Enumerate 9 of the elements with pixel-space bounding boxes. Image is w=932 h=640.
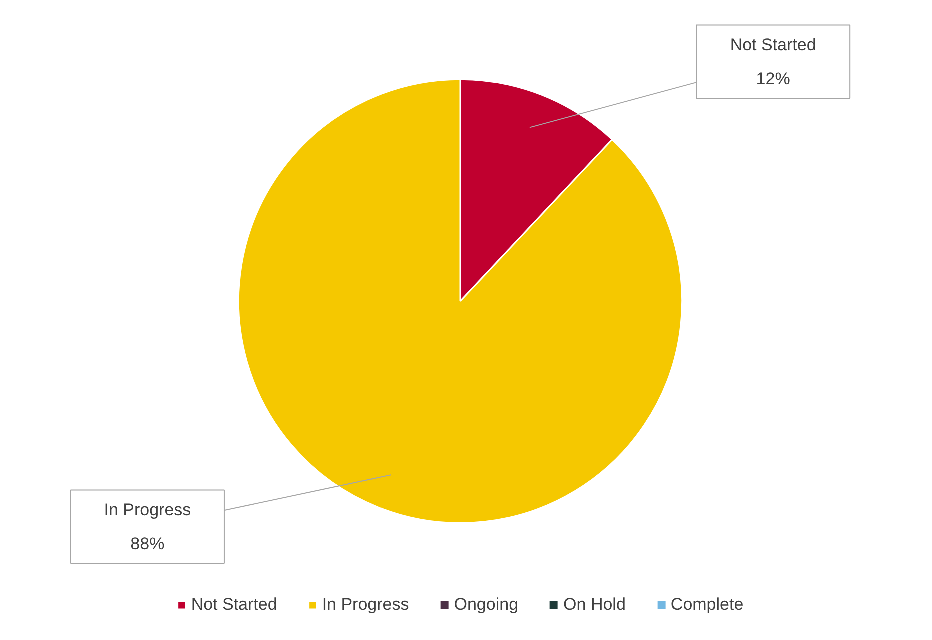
slice-label: In Progress: [104, 500, 192, 520]
data-label: 88%: [130, 534, 165, 554]
data-label: 12%: [756, 69, 790, 88]
slice-label: Not Started: [730, 35, 816, 54]
legend-label: On Hold: [564, 595, 626, 615]
legend-label: Not Started: [191, 595, 278, 615]
legend-label: Complete: [670, 595, 744, 615]
legend-label: Ongoing: [454, 595, 519, 615]
legend-label: In Progress: [322, 595, 410, 615]
